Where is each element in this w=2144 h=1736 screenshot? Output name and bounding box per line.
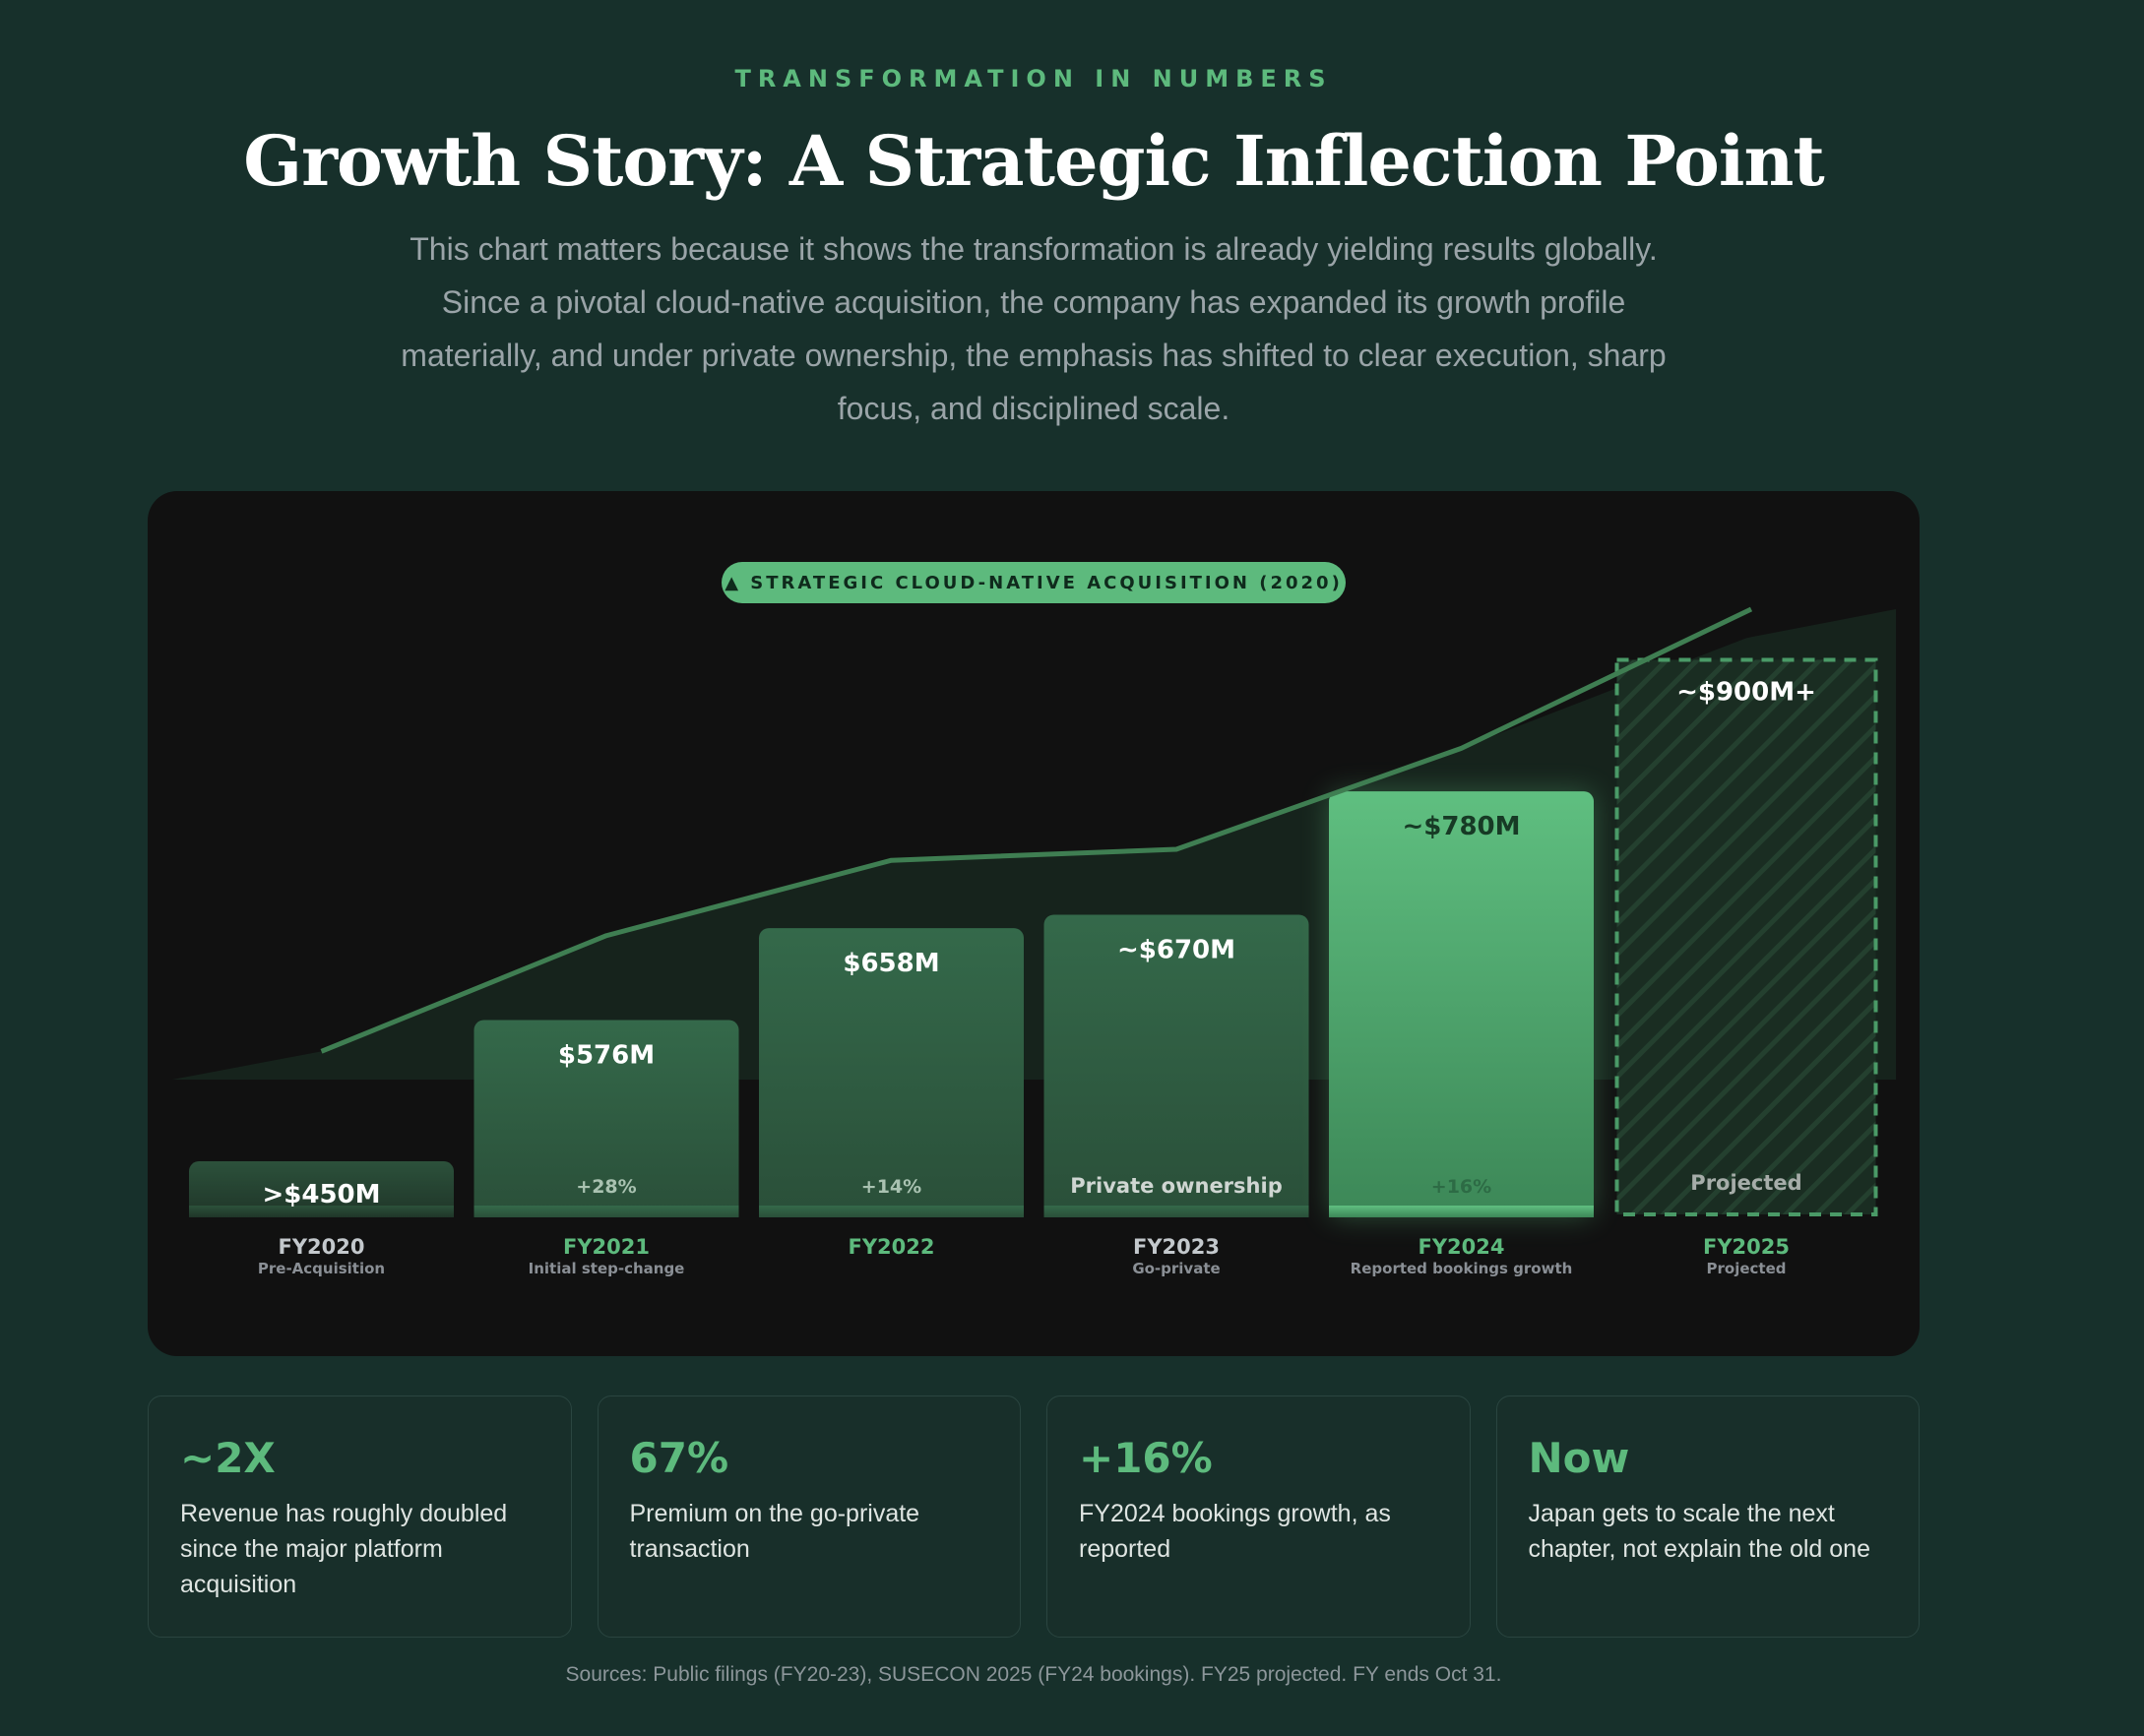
- stat-value: +16%: [1079, 1434, 1213, 1482]
- stat-value: Now: [1528, 1434, 1630, 1482]
- x-tick-sublabel: Pre-Acquisition: [258, 1260, 385, 1277]
- bar-base: [1043, 1206, 1309, 1217]
- bar-fy2024: [1329, 791, 1594, 1217]
- bar-value-label: ~$780M: [1402, 812, 1520, 841]
- bar-note-label: +16%: [1431, 1176, 1491, 1198]
- acquisition-annotation-pill: ▲ STRATEGIC CLOUD-NATIVE ACQUISITION (20…: [722, 562, 1346, 603]
- page-title: Growth Story: A Strategic Inflection Poi…: [243, 120, 1824, 202]
- stat-description: Premium on the go-private transaction: [629, 1500, 920, 1563]
- x-tick-label: FY2024: [1419, 1235, 1505, 1259]
- x-tick-label: FY2023: [1133, 1235, 1220, 1259]
- x-tick-label: FY2025: [1703, 1235, 1790, 1259]
- bar-fy2023: [1043, 914, 1309, 1217]
- x-tick-sublabel: Go-private: [1132, 1260, 1220, 1277]
- stat-card-revenue: ~2X Revenue has roughly doubled since th…: [148, 1395, 572, 1638]
- eyebrow-label: TRANSFORMATION IN NUMBERS: [734, 65, 1333, 93]
- bar-value-label: $658M: [843, 949, 939, 978]
- bar-value-label: >$450M: [262, 1180, 380, 1209]
- stats-row: ~2X Revenue has roughly doubled since th…: [148, 1395, 1920, 1638]
- stat-card-now: Now Japan gets to scale the next chapter…: [1495, 1395, 1920, 1638]
- x-tick-label: FY2021: [563, 1235, 650, 1259]
- stat-card-premium: 67% Premium on the go-private transactio…: [597, 1395, 1021, 1638]
- trend-line: [320, 606, 1753, 1054]
- bar-note-label: +28%: [576, 1176, 636, 1198]
- bar-value-label: ~$900M+: [1676, 677, 1816, 707]
- stat-card-bookings: +16% FY2024 bookings growth, as reported: [1046, 1395, 1471, 1638]
- bar-base: [1329, 1206, 1594, 1217]
- x-tick-sublabel: Projected: [1707, 1260, 1787, 1277]
- sources-footnote: Sources: Public filings (FY20-23), SUSEC…: [565, 1663, 1502, 1686]
- chart-card: >$450M FY2020 Pre-Acquisition $576M +28% FY20…: [148, 491, 1920, 1356]
- bar-base: [759, 1206, 1024, 1217]
- stat-value: ~2X: [180, 1434, 276, 1482]
- bar-base: [189, 1206, 454, 1217]
- bar-note-label: Projected: [1690, 1171, 1801, 1195]
- bar-note-label: +14%: [861, 1176, 921, 1198]
- bar-fy2025: [1614, 657, 1878, 1216]
- x-tick-sublabel: Initial step-change: [529, 1260, 685, 1277]
- x-tick-label: FY2020: [279, 1235, 365, 1259]
- stat-value: 67%: [629, 1434, 729, 1482]
- bar-note-label: Private ownership: [1070, 1174, 1282, 1198]
- stat-description: FY2024 bookings growth, as reported: [1079, 1500, 1391, 1563]
- x-tick-sublabel: Reported bookings growth: [1351, 1260, 1573, 1277]
- bar-value-label: $576M: [558, 1041, 655, 1071]
- bar-fy2022: [759, 928, 1024, 1217]
- stat-description: Japan gets to scale the next chapter, no…: [1528, 1500, 1871, 1563]
- x-tick-label: FY2022: [849, 1235, 935, 1259]
- bar-base: [473, 1206, 739, 1217]
- bar-fy2021: [473, 1020, 739, 1217]
- page-subtitle: This chart matters because it shows the …: [401, 231, 1667, 426]
- bar-value-label: ~$670M: [1117, 935, 1235, 964]
- stat-description: Revenue has roughly doubled since the ma…: [180, 1500, 508, 1598]
- bar-fy2020: [189, 1161, 454, 1217]
